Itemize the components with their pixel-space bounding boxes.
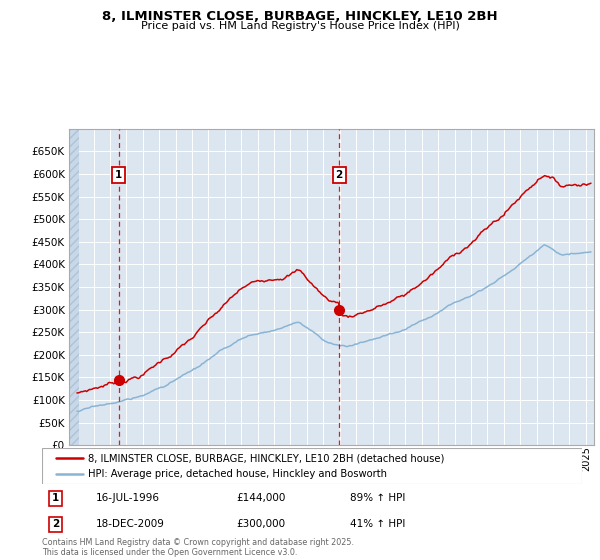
Text: 2: 2 [52,519,59,529]
Text: 41% ↑ HPI: 41% ↑ HPI [350,519,405,529]
Text: £300,000: £300,000 [236,519,286,529]
Text: 18-DEC-2009: 18-DEC-2009 [96,519,165,529]
Text: HPI: Average price, detached house, Hinckley and Bosworth: HPI: Average price, detached house, Hinc… [88,469,387,479]
Text: 2: 2 [335,170,343,180]
Text: £144,000: £144,000 [236,493,286,503]
Text: 1: 1 [52,493,59,503]
Text: Price paid vs. HM Land Registry's House Price Index (HPI): Price paid vs. HM Land Registry's House … [140,21,460,31]
Text: 8, ILMINSTER CLOSE, BURBAGE, HINCKLEY, LE10 2BH: 8, ILMINSTER CLOSE, BURBAGE, HINCKLEY, L… [102,10,498,23]
Text: 16-JUL-1996: 16-JUL-1996 [96,493,160,503]
Text: Contains HM Land Registry data © Crown copyright and database right 2025.
This d: Contains HM Land Registry data © Crown c… [42,538,354,557]
Text: 89% ↑ HPI: 89% ↑ HPI [350,493,405,503]
FancyBboxPatch shape [42,448,582,484]
Text: 1: 1 [115,170,122,180]
Text: 8, ILMINSTER CLOSE, BURBAGE, HINCKLEY, LE10 2BH (detached house): 8, ILMINSTER CLOSE, BURBAGE, HINCKLEY, L… [88,453,444,463]
